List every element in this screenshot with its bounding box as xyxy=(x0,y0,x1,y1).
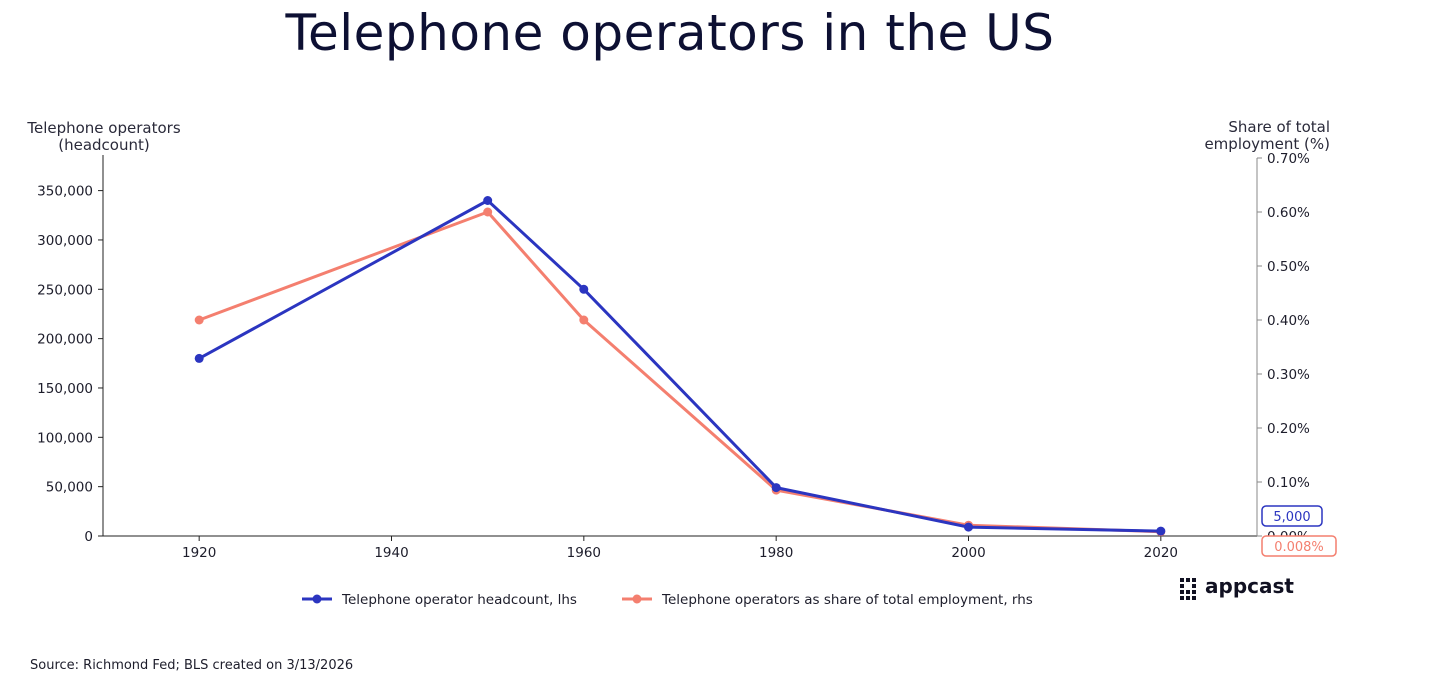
left-axis-title: (headcount) xyxy=(58,136,149,154)
legend-item: Telephone operator headcount, lhs xyxy=(302,592,577,608)
right-tick-label: 0.30% xyxy=(1267,367,1310,383)
callout-box xyxy=(1261,535,1337,557)
legend-swatch-marker xyxy=(632,594,642,604)
legend-item: Telephone operators as share of total em… xyxy=(622,592,1033,608)
callout-box xyxy=(1261,505,1323,527)
x-tick-label: 2020 xyxy=(1144,545,1178,561)
left-tick-label: 350,000 xyxy=(37,184,93,200)
data-point xyxy=(579,284,589,294)
logo-dot xyxy=(1180,584,1184,588)
logo-dot xyxy=(1186,578,1190,582)
brand-logo: appcast xyxy=(1180,574,1294,600)
right-axis-title: Share of total xyxy=(1228,118,1330,136)
axes: 0 50,000 100,000 150,000 200,000 250,000 300,0… xyxy=(37,151,1310,561)
series-headcount xyxy=(194,196,1166,536)
legend-label: Telephone operator headcount, lhs xyxy=(341,592,577,608)
logo-dot xyxy=(1180,590,1184,594)
legend-swatch-marker xyxy=(312,594,322,604)
value-callouts: 5,000 0.008% xyxy=(1261,505,1337,557)
brand-name: appcast xyxy=(1205,574,1294,598)
data-point xyxy=(483,207,493,217)
x-tick-label: 1960 xyxy=(567,545,601,561)
series-share xyxy=(194,207,1166,537)
data-point xyxy=(1156,526,1166,536)
logo-dot xyxy=(1180,578,1184,582)
end-value-callout: 0.008% xyxy=(1261,535,1337,557)
x-tick-label: 1920 xyxy=(182,545,216,561)
x-tick-label: 1940 xyxy=(374,545,408,561)
appcast-logo-icon xyxy=(1180,578,1196,600)
series-lines xyxy=(194,196,1166,537)
x-tick-label: 1980 xyxy=(759,545,793,561)
series-line xyxy=(198,199,1161,533)
x-tick-label: 2000 xyxy=(951,545,985,561)
right-tick-label: 0.50% xyxy=(1267,259,1310,275)
data-point xyxy=(194,353,204,363)
left-tick-label: 250,000 xyxy=(37,282,93,298)
logo-dot xyxy=(1192,596,1196,600)
source-note: Source: Richmond Fed; BLS created on 3/1… xyxy=(30,658,353,673)
left-tick-label: 50,000 xyxy=(46,480,93,496)
logo-dot xyxy=(1192,584,1196,588)
right-tick-label: 0.20% xyxy=(1267,421,1310,437)
logo-dot xyxy=(1192,578,1196,582)
right-tick-label: 0.10% xyxy=(1267,475,1310,491)
logo-dot xyxy=(1192,590,1196,594)
left-tick-label: 300,000 xyxy=(37,233,93,249)
chart-title: Telephone operators in the US xyxy=(284,4,1054,62)
logo-dot xyxy=(1186,596,1190,600)
right-axis-title: employment (%) xyxy=(1204,135,1330,153)
series-line xyxy=(198,210,1161,534)
right-tick-label: 0.40% xyxy=(1267,313,1310,329)
legend-label: Telephone operators as share of total em… xyxy=(661,592,1033,608)
data-point xyxy=(194,315,204,325)
logo-dot xyxy=(1180,596,1184,600)
callout-value: 0.008% xyxy=(1274,540,1324,555)
left-tick-label: 0 xyxy=(84,529,93,545)
end-value-callout: 5,000 xyxy=(1261,505,1323,527)
left-tick-label: 150,000 xyxy=(37,381,93,397)
legend: Telephone operator headcount, lhs Telepho… xyxy=(302,592,1033,608)
left-tick-label: 100,000 xyxy=(37,430,93,446)
callout-value: 5,000 xyxy=(1273,510,1310,525)
right-tick-label: 0.70% xyxy=(1267,151,1310,167)
data-point xyxy=(579,315,589,325)
left-axis-title: Telephone operators xyxy=(26,119,180,137)
logo-dot xyxy=(1186,590,1190,594)
left-tick-label: 200,000 xyxy=(37,332,93,348)
data-point xyxy=(483,196,493,205)
data-point xyxy=(964,522,973,532)
right-tick-label: 0.60% xyxy=(1267,205,1310,221)
data-point xyxy=(771,483,781,493)
